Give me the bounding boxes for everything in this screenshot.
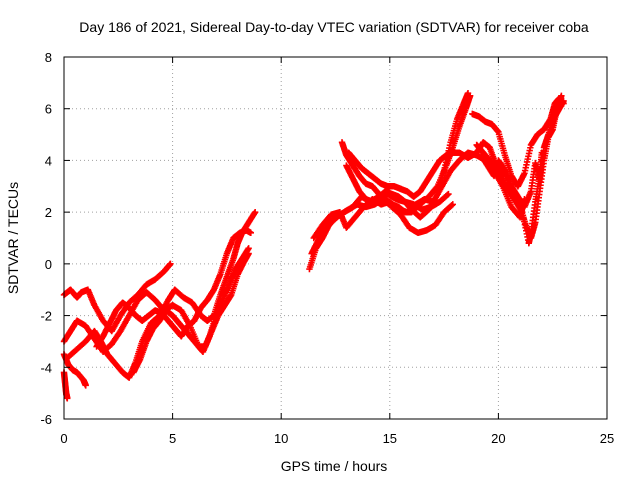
y-axis-label: SDTVAR / TECUs [5, 182, 21, 294]
data-track [345, 139, 506, 200]
x-tick-label: 15 [383, 431, 397, 446]
chart-title: Day 186 of 2021, Sidereal Day-to-day VTE… [79, 19, 589, 35]
data-track [473, 141, 546, 247]
data-point [245, 245, 252, 252]
data-point [251, 208, 259, 216]
x-tick-label: 25 [600, 431, 614, 446]
data-series [60, 90, 567, 402]
grid [64, 57, 607, 419]
y-tick-label: 6 [45, 102, 52, 117]
data-point [560, 97, 567, 105]
data-track [495, 97, 567, 211]
y-tick-label: -4 [40, 360, 52, 375]
data-track [343, 90, 472, 221]
x-tick-label: 20 [491, 431, 505, 446]
data-track [130, 245, 252, 376]
data-point [167, 260, 174, 268]
data-point [82, 382, 89, 389]
y-tick-label: 0 [45, 257, 52, 272]
y-tick-label: 4 [45, 153, 52, 168]
data-point [558, 92, 565, 99]
y-tick-label: 8 [45, 50, 52, 65]
data-point [64, 395, 71, 402]
y-tick-label: -2 [40, 309, 52, 324]
data-point [445, 190, 452, 198]
x-axis-label: GPS time / hours [281, 458, 388, 474]
data-point [464, 90, 472, 97]
y-tick-label: 2 [45, 205, 52, 220]
y-tick-label: -6 [40, 412, 52, 427]
x-tick-label: 0 [60, 431, 67, 446]
plot-frame [63, 56, 608, 420]
data-track [93, 227, 254, 350]
data-track [60, 369, 71, 402]
axis-ticks: 0 5 10 15 20 25 -6 -4 -2 0 2 4 6 8 [40, 50, 614, 446]
data-point [449, 201, 456, 208]
x-tick-label: 10 [274, 431, 288, 446]
data-track [60, 351, 89, 389]
x-tick-label: 5 [169, 431, 176, 446]
data-point [247, 229, 254, 237]
data-track [65, 208, 259, 381]
